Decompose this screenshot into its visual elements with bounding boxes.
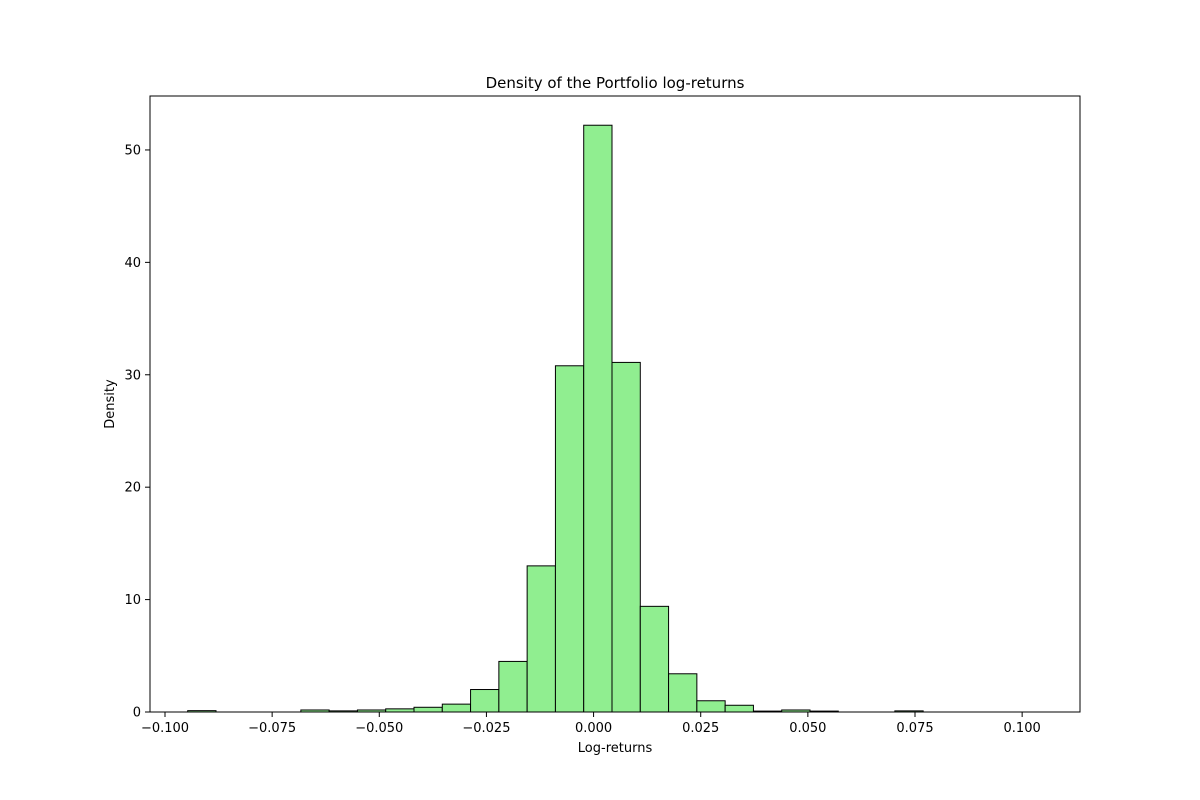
x-tick-label: −0.100	[141, 721, 189, 736]
y-tick-label: 40	[124, 256, 141, 271]
x-tick-label: 0.050	[789, 721, 826, 736]
x-tick-label: −0.075	[248, 721, 296, 736]
plot-frame	[149, 95, 1081, 713]
y-axis: 0 10 20 30 40 50	[124, 143, 150, 721]
x-tick-label: 0.025	[682, 721, 719, 736]
histogram-bar-13	[554, 365, 585, 713]
histogram-bars	[187, 124, 924, 713]
x-tick-label: 0.075	[896, 721, 933, 736]
x-tick-label: 0.000	[575, 721, 612, 736]
histogram-bar-15	[611, 361, 641, 713]
y-tick-label: 20	[124, 481, 141, 496]
x-tick-label: 0.100	[1004, 721, 1041, 736]
histogram-bar-14	[583, 124, 613, 713]
y-tick-label: 10	[124, 593, 141, 608]
histogram-bar-17	[668, 673, 698, 713]
histogram-bar-10	[470, 689, 500, 713]
histogram-bar-9	[441, 703, 472, 713]
histogram-bar-19	[724, 704, 754, 713]
histogram-bar-8	[413, 706, 443, 713]
x-axis-label: Log-returns	[578, 741, 653, 756]
y-tick-label: 0	[133, 706, 141, 721]
chart-title: Density of the Portfolio log-returns	[486, 74, 745, 92]
x-tick-label: −0.025	[462, 721, 510, 736]
y-axis-label: Density	[103, 379, 118, 429]
x-axis: −0.100 −0.075 −0.050 −0.025 0.000 0.025 0.050 0…	[141, 712, 1041, 736]
x-tick-label: −0.050	[355, 721, 403, 736]
histogram-bar-16	[639, 605, 670, 713]
y-tick-label: 30	[124, 368, 141, 383]
histogram-bar-11	[498, 660, 528, 713]
histogram-bar-12	[526, 565, 556, 713]
y-tick-label: 50	[124, 143, 141, 158]
histogram-bar-18	[696, 700, 726, 713]
